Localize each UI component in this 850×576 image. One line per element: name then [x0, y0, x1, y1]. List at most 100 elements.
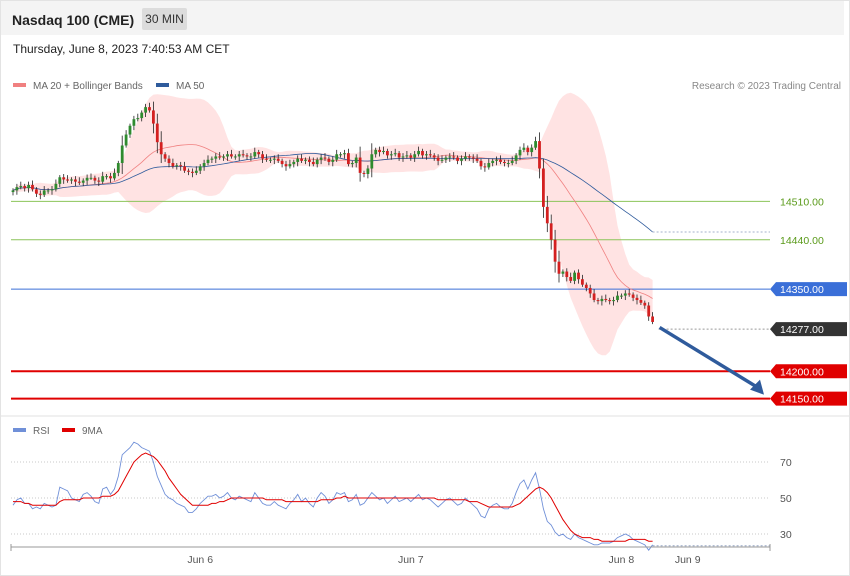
candle-body — [417, 150, 420, 155]
rsi-tick-70: 70 — [780, 457, 792, 469]
candle-body — [432, 155, 436, 158]
candle-body — [89, 177, 93, 179]
candle-body — [561, 271, 565, 274]
level-label-14350.00: 14350.00 — [780, 284, 824, 296]
candle-body — [577, 272, 580, 280]
legend-9ma-label: 9MA — [82, 426, 103, 437]
ma9-swatch — [62, 428, 75, 433]
candle-body — [319, 157, 323, 160]
candle-body — [600, 298, 604, 302]
rsi-tick-30: 30 — [780, 529, 792, 541]
legend-ma20-label: MA 20 + Bollinger Bands — [33, 81, 143, 92]
candle-body — [136, 118, 140, 120]
forecast-arrow-shaft — [658, 325, 759, 390]
candle-body — [393, 153, 397, 155]
x-tick-label: Jun 9 — [675, 554, 701, 566]
candle-body — [495, 159, 498, 161]
candle-body — [148, 107, 151, 111]
candle-body — [323, 157, 327, 159]
candle-body — [257, 152, 261, 155]
candle-body — [335, 154, 339, 160]
candle-body — [194, 170, 198, 173]
candle-body — [491, 160, 495, 164]
candle-body — [503, 161, 506, 164]
candle-body — [331, 159, 335, 162]
candle-body — [565, 271, 569, 278]
datetime-label: Thursday, June 8, 2023 7:40:53 AM CET — [13, 42, 230, 56]
rsi-ma-line — [13, 452, 653, 542]
candle-body — [604, 298, 608, 301]
candle-body — [421, 150, 424, 156]
candle-body — [50, 189, 54, 191]
candle-body — [27, 184, 30, 189]
candle-body — [534, 141, 537, 148]
candle-body — [42, 190, 46, 195]
level-label-14440.00: 14440.00 — [780, 235, 824, 247]
candle-body — [249, 156, 253, 158]
candle-body — [70, 179, 73, 181]
candle-body — [265, 158, 268, 160]
candle-body — [362, 172, 366, 174]
candle-body — [276, 158, 280, 161]
candle-body — [627, 293, 631, 295]
level-tag-14350.00 — [770, 282, 847, 297]
candle-body — [109, 176, 112, 179]
candle-body — [187, 170, 190, 172]
level-lines-layer — [11, 200, 770, 400]
candle-body — [448, 156, 452, 158]
candle-body — [11, 190, 15, 193]
bollinger-band-layer — [13, 92, 653, 356]
candle-body — [233, 156, 237, 158]
candle-body — [15, 187, 19, 191]
candle-body — [198, 166, 202, 171]
candle-body — [272, 158, 276, 160]
level-labels-layer: 14510.00 14440.00 14350.00 14277.00 14200.00… — [770, 196, 847, 406]
candle-body — [343, 153, 346, 155]
candle-body — [66, 179, 69, 181]
candle-body — [620, 295, 623, 297]
candle-body — [113, 172, 116, 179]
candle-body — [245, 155, 249, 157]
candle-body — [530, 147, 534, 153]
candle-body — [631, 294, 635, 298]
candle-body — [378, 149, 381, 153]
candle-body — [522, 147, 526, 150]
candle-body — [440, 159, 444, 161]
header-bar: Nasdaq 100 (CME) 30 MIN — [1, 1, 844, 35]
candle-body — [354, 157, 358, 164]
candle-body — [214, 156, 218, 159]
candle-body — [460, 158, 463, 161]
candle-body — [93, 177, 97, 181]
candle-body — [159, 142, 163, 155]
candle-body — [596, 300, 600, 302]
candle-body — [584, 284, 588, 288]
x-tick-label: Jun 7 — [398, 554, 424, 566]
candle-body — [304, 159, 307, 161]
candle-body — [269, 159, 272, 161]
candle-body — [499, 159, 502, 162]
forecast-arrow-layer — [658, 325, 764, 395]
candle-body — [538, 141, 541, 169]
candle-body — [386, 150, 389, 156]
candle-body — [327, 158, 331, 162]
candles-layer — [11, 101, 654, 325]
candle-body — [132, 119, 136, 126]
legend-ma20: MA 20 + Bollinger Bands — [13, 81, 143, 92]
candle-body — [475, 158, 479, 161]
timeframe-button[interactable]: 30 MIN — [142, 8, 187, 30]
candle-body — [152, 110, 155, 124]
rsi-tick-50: 50 — [780, 493, 792, 505]
candle-body — [311, 161, 315, 165]
candle-body — [167, 158, 171, 164]
candle-body — [409, 155, 413, 158]
candle-body — [179, 165, 183, 167]
candle-body — [253, 152, 257, 157]
candle-body — [471, 157, 475, 159]
candle-body — [241, 154, 245, 156]
rsi-swatch — [13, 428, 26, 433]
candle-body — [366, 168, 370, 174]
candle-body — [483, 166, 487, 168]
candle-body — [549, 223, 553, 240]
candle-body — [202, 163, 206, 167]
candle-body — [592, 293, 596, 301]
